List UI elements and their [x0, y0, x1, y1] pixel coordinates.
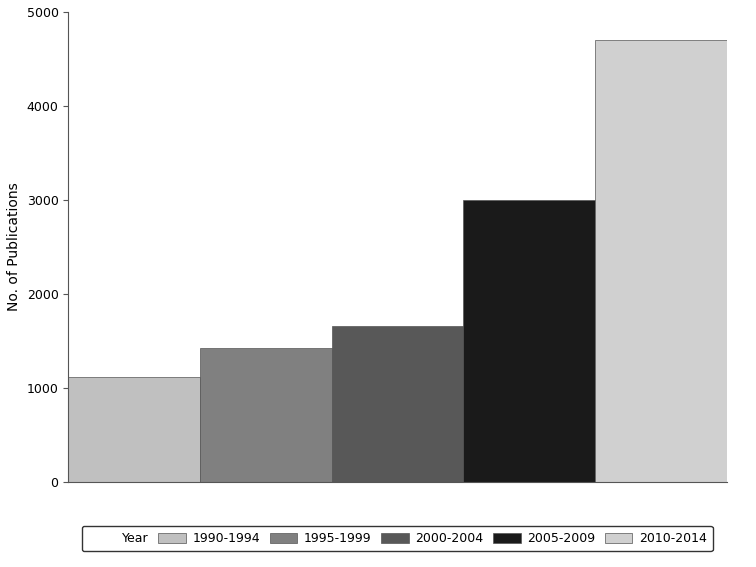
Bar	[463, 200, 595, 482]
Legend: Year, 1990-1994, 1995-1999, 2000-2004, 2005-2009, 2010-2014: Year, 1990-1994, 1995-1999, 2000-2004, 2…	[82, 526, 713, 551]
Bar	[200, 348, 332, 482]
Bar	[595, 40, 727, 482]
Bar	[332, 326, 463, 482]
Y-axis label: No. of Publications: No. of Publications	[7, 183, 21, 311]
Bar	[68, 376, 200, 482]
